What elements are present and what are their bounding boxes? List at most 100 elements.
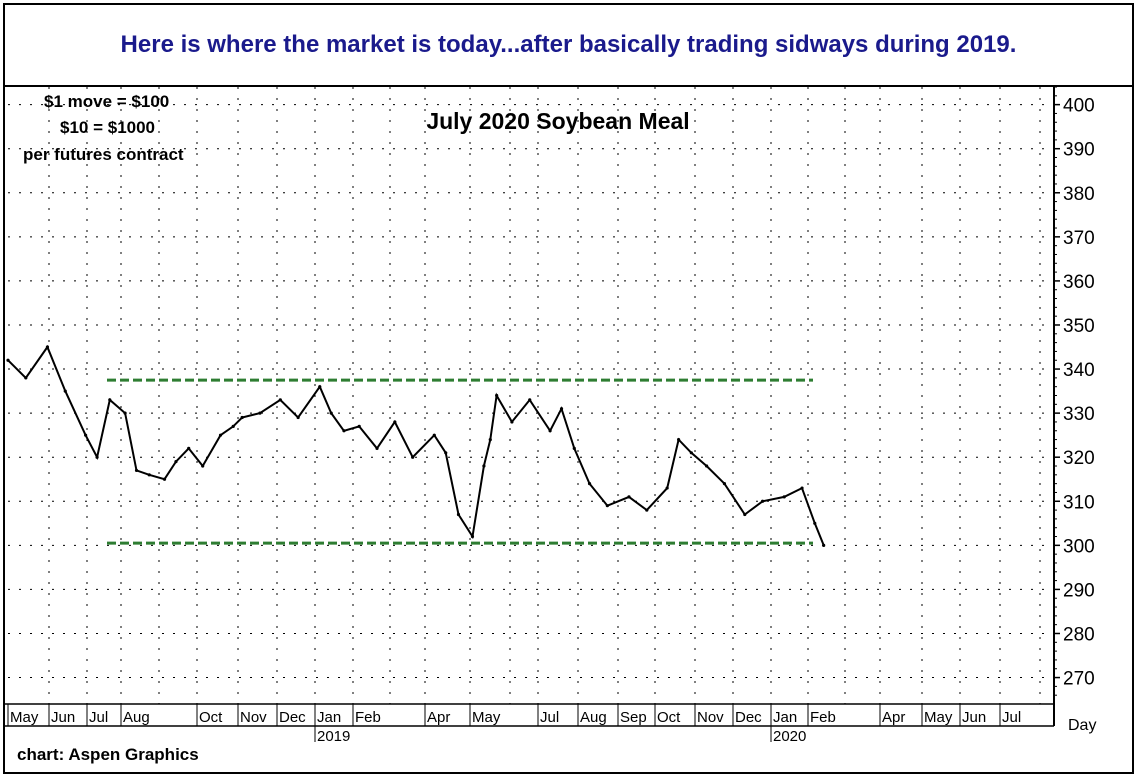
y-tick-label: 320 (1063, 448, 1095, 469)
price-point (444, 451, 448, 455)
y-tick-label: 340 (1063, 360, 1095, 381)
month-tick-label: Nov (240, 709, 267, 726)
price-point (375, 446, 379, 450)
price-point (665, 486, 669, 490)
price-point (605, 504, 609, 508)
contract-note-line1: $1 move = $100 (44, 92, 170, 111)
month-tick-label: Jan (773, 709, 797, 726)
price-point (147, 473, 151, 477)
y-tick-label: 270 (1063, 669, 1095, 690)
price-point (258, 411, 262, 415)
price-point (240, 415, 244, 420)
y-tick-label: 380 (1063, 184, 1095, 205)
month-tick-label: Sep (620, 709, 647, 726)
month-tick-label: Oct (199, 709, 223, 726)
month-tick-label: Nov (697, 709, 724, 726)
y-tick-label: 370 (1063, 228, 1095, 249)
month-tick-label: Jun (51, 709, 75, 726)
price-point (782, 495, 786, 499)
price-point (548, 429, 552, 433)
price-line (7, 344, 825, 546)
price-point (231, 424, 235, 428)
price-point (495, 393, 499, 398)
month-tick-label: Jan (317, 709, 341, 726)
month-tick-label: Feb (355, 709, 381, 726)
month-tick-label: Jul (1002, 709, 1021, 726)
price-point (95, 455, 99, 459)
price-point (488, 437, 492, 442)
price-point (84, 433, 88, 437)
price-point (705, 464, 709, 468)
y-tick-label: 400 (1063, 96, 1095, 117)
contract-note-line2: $10 = $1000 (60, 118, 156, 137)
price-point (187, 446, 191, 450)
month-tick-label: Aug (580, 709, 607, 726)
price-point (393, 420, 397, 424)
period-label: Day (1068, 717, 1096, 734)
price-point (357, 424, 361, 428)
month-tick-label: Apr (427, 709, 450, 726)
price-point (134, 468, 139, 473)
price-point (432, 433, 436, 437)
month-tick-label: Aug (123, 709, 150, 726)
month-tick-label: Dec (735, 709, 762, 726)
price-point (456, 512, 461, 517)
year-label: 2019 (317, 728, 350, 745)
price-point (162, 477, 167, 481)
price-point (318, 385, 322, 389)
year-label: 2020 (773, 728, 806, 745)
month-tick-label: Dec (279, 709, 306, 726)
price-point (470, 534, 475, 539)
y-tick-label: 290 (1063, 580, 1095, 601)
y-tick-label: 360 (1063, 272, 1095, 293)
y-tick-label: 280 (1063, 624, 1095, 645)
y-tick-label: 390 (1063, 140, 1095, 161)
price-point (174, 460, 178, 464)
month-tick-label: May (924, 709, 953, 726)
banner: Here is where the market is today...afte… (5, 5, 1132, 87)
price-point (45, 345, 50, 349)
contract-note-line3: per futures contract (23, 145, 184, 164)
price-point (411, 455, 415, 459)
price-point (722, 482, 727, 486)
month-tick-label: Apr (882, 709, 905, 726)
price-point (760, 499, 765, 503)
y-tick-label: 300 (1063, 536, 1095, 557)
price-point (482, 464, 486, 468)
month-tick-label: Oct (657, 709, 681, 726)
price-point (329, 411, 333, 415)
price-point (123, 411, 127, 415)
price-point (627, 495, 631, 499)
price-point (645, 508, 649, 512)
banner-text: Here is where the market is today...afte… (120, 31, 1017, 58)
month-tick-label: Jul (89, 709, 108, 726)
price-point (587, 482, 592, 486)
price-point (24, 376, 28, 380)
price-point (201, 464, 205, 468)
price-point (822, 543, 826, 547)
price-point (108, 398, 112, 402)
price-point (813, 521, 817, 525)
y-tick-label: 310 (1063, 492, 1095, 513)
price-point (528, 398, 532, 402)
month-tick-label: Jul (540, 709, 559, 726)
price-point (6, 358, 10, 362)
price-point (677, 437, 681, 442)
price-point (342, 429, 346, 433)
price-point (800, 486, 804, 490)
price-point (510, 420, 514, 424)
chart-title: July 2020 Soybean Meal (426, 108, 689, 134)
price-point (63, 389, 67, 393)
price-point (278, 398, 282, 402)
price-point (572, 446, 576, 450)
month-tick-label: Feb (810, 709, 836, 726)
price-point (743, 512, 747, 517)
month-tick-label: May (10, 709, 39, 726)
y-tick-label: 350 (1063, 316, 1095, 337)
price-point (689, 451, 693, 455)
credit-label: chart: Aspen Graphics (17, 745, 199, 764)
price-point (218, 433, 223, 437)
y-tick-label: 330 (1063, 404, 1095, 425)
month-tick-label: Jun (962, 709, 986, 726)
